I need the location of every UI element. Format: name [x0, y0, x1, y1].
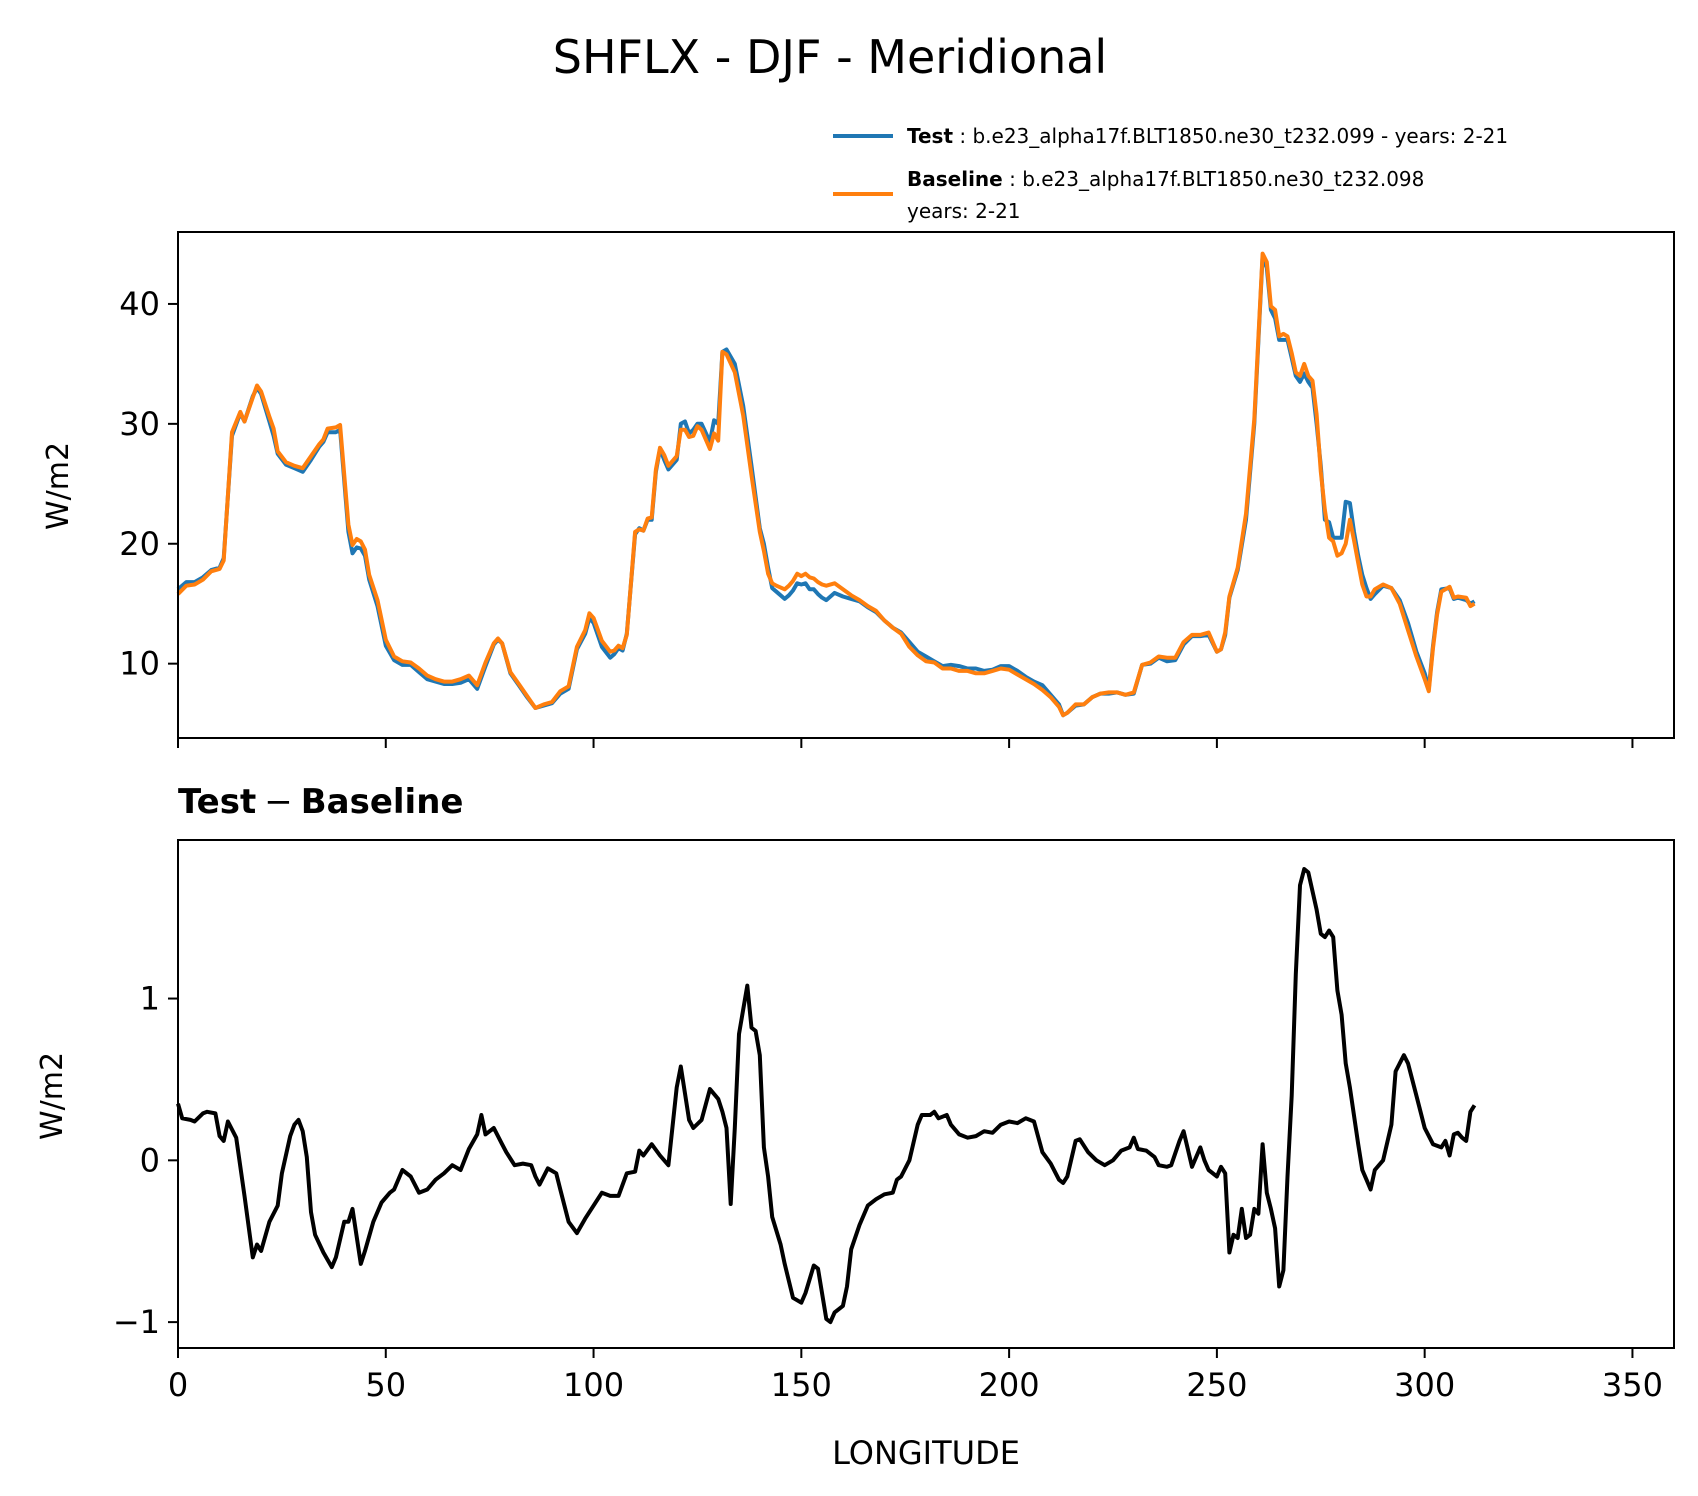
bottom-ylabel: W/m2: [35, 1052, 70, 1140]
legend: Test : b.e23_alpha17f.BLT1850.ne30_t232.…: [833, 124, 1508, 223]
figure-title: SHFLX - DJF - Meridional: [553, 30, 1107, 84]
bottom-xtick-label: 0: [168, 1366, 188, 1404]
top-series-line-test: [176, 254, 1476, 718]
bottom-series-lines: [176, 867, 1477, 1325]
bottom-title: Test − Baseline: [178, 782, 463, 822]
legend-label-test: Test : b.e23_alpha17f.BLT1850.ne30_t232.…: [907, 124, 1508, 148]
bottom-xtick-label: 150: [771, 1366, 832, 1404]
legend-label-test-name: Test: [907, 124, 953, 148]
legend-label-test-text: : b.e23_alpha17f.BLT1850.ne30_t232.099 -…: [953, 124, 1508, 148]
legend-label-baseline-text: : b.e23_alpha17f.BLT1850.ne30_t232.098: [1003, 167, 1425, 191]
top-ticks: 10 20 30 40: [119, 285, 1634, 748]
bottom-xtick-label: 50: [365, 1366, 406, 1404]
bottom-ytick-label: 0: [140, 1141, 160, 1179]
top-ytick-label: 40: [119, 285, 160, 323]
bottom-ytick-label: −1: [113, 1303, 160, 1341]
top-ytick-label: 20: [119, 525, 160, 563]
legend-label-baseline-name: Baseline: [907, 167, 1003, 191]
top-ylabel: W/m2: [41, 442, 76, 530]
bottom-xtick-label: 200: [979, 1366, 1040, 1404]
top-series-lines: [176, 251, 1476, 718]
top-series-line-baseline: [176, 251, 1476, 718]
top-panel: 10 20 30 40 W/m2: [41, 231, 1675, 748]
bottom-xtick-label: 250: [1186, 1366, 1247, 1404]
bottom-series-line-test-baseline: [176, 867, 1477, 1325]
bottom-title-minus: −: [264, 782, 293, 822]
bottom-xtick-label: 350: [1602, 1366, 1663, 1404]
bottom-axes-frame: [177, 839, 1675, 1349]
legend-label-baseline: Baseline : b.e23_alpha17f.BLT1850.ne30_t…: [907, 167, 1424, 191]
legend-label-baseline-line2: years: 2-21: [907, 199, 1021, 223]
bottom-xlabel: LONGITUDE: [832, 1434, 1020, 1472]
bottom-xtick-label: 300: [1394, 1366, 1455, 1404]
top-ytick-label: 10: [119, 645, 160, 683]
bottom-title-test: Test: [178, 782, 256, 822]
top-ytick-label: 30: [119, 405, 160, 443]
bottom-xtick-label: 100: [563, 1366, 624, 1404]
bottom-ytick-label: 1: [140, 980, 160, 1018]
top-axes-frame: [177, 231, 1675, 739]
bottom-title-baseline: Baseline: [301, 782, 464, 822]
